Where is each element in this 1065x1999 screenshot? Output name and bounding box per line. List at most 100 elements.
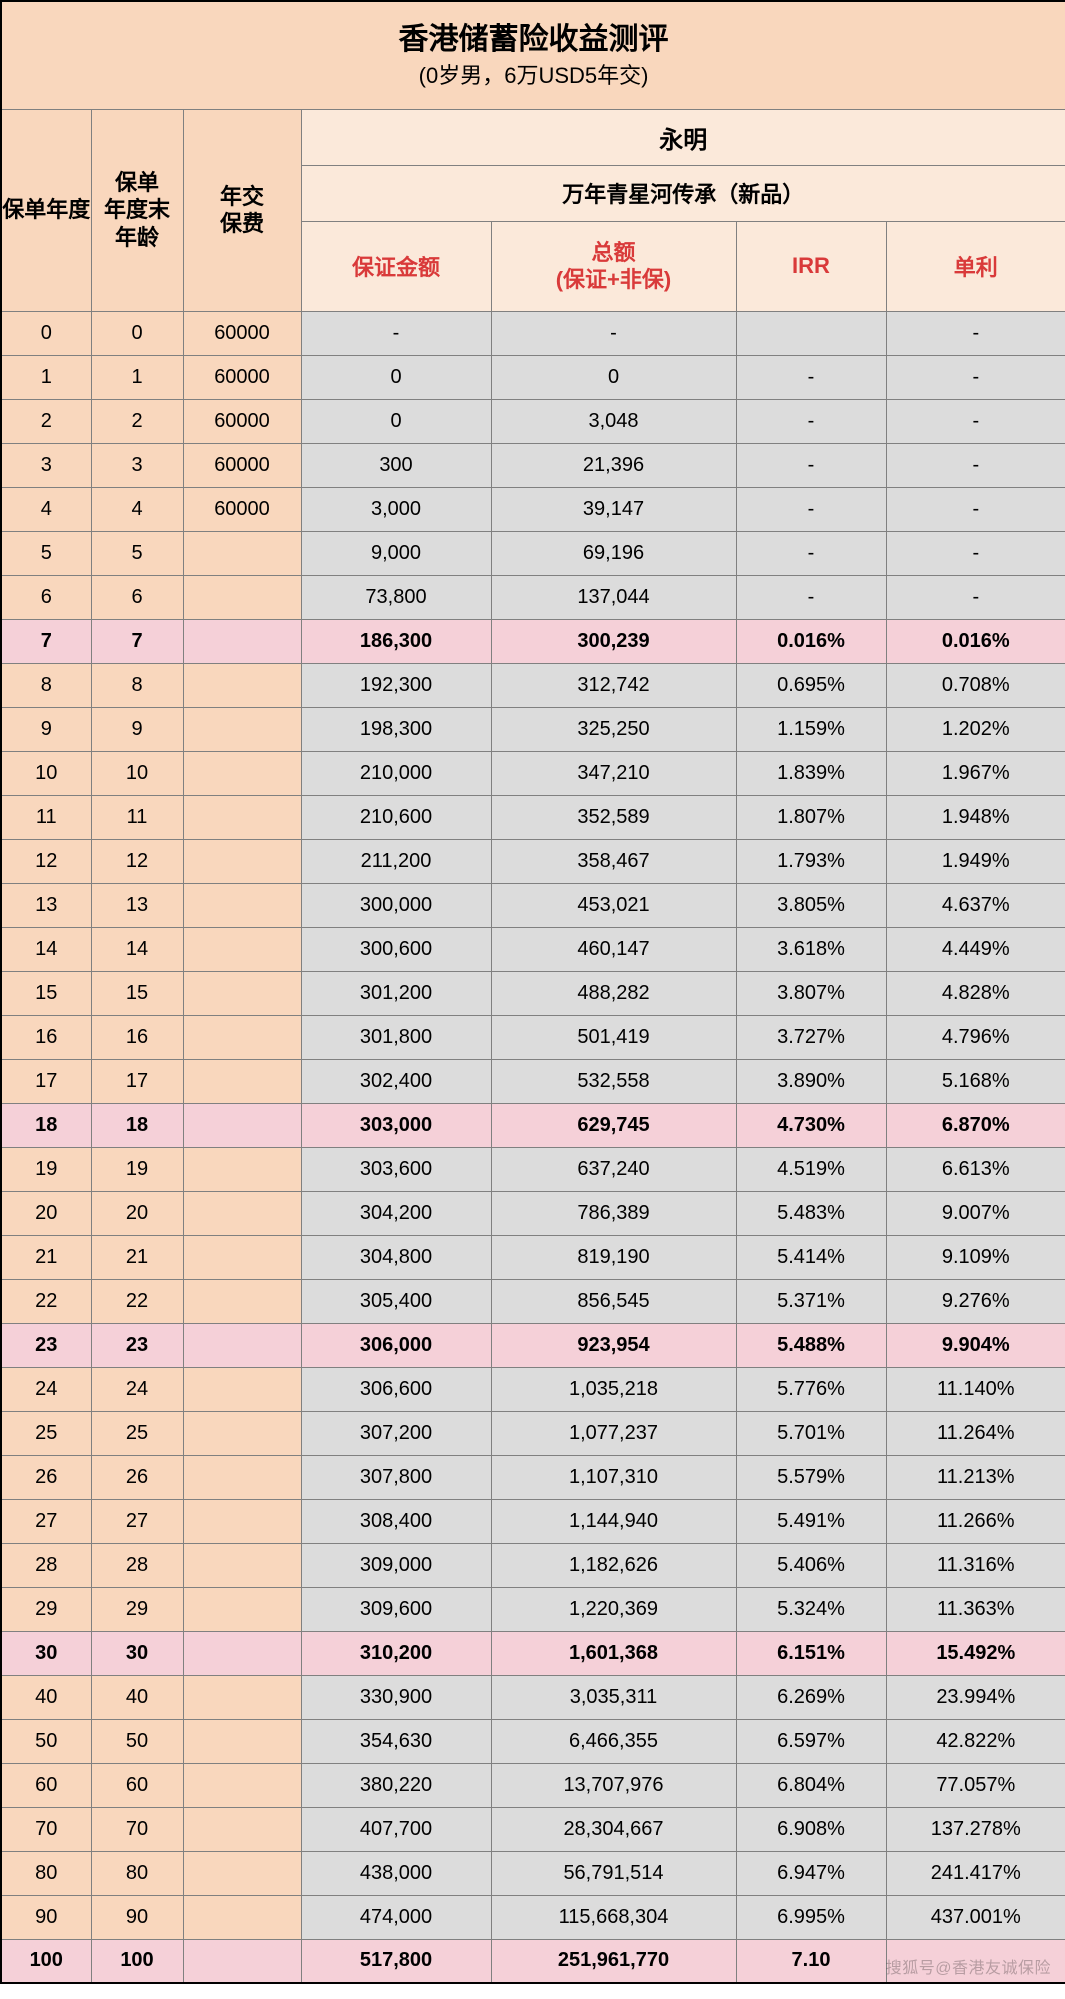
cell: 10 [1,751,91,795]
cell: - [736,487,886,531]
cell: 307,200 [301,1411,491,1455]
table-row: 1414300,600460,1473.618%4.449% [1,927,1065,971]
table-row: 2121304,800819,1905.414%9.109% [1,1235,1065,1279]
cell: 1,077,237 [491,1411,736,1455]
cell [183,1411,301,1455]
cell: 1.793% [736,839,886,883]
table-row: 226000003,048-- [1,399,1065,443]
cell: 28 [91,1543,183,1587]
cell: 42.822% [886,1719,1065,1763]
page-subtitle: (0岁男，6万USD5年交) [2,61,1065,92]
cell: 9.276% [886,1279,1065,1323]
cell: 24 [91,1367,183,1411]
cell: 5.324% [736,1587,886,1631]
cell: 1.967% [886,751,1065,795]
cell: 300 [301,443,491,487]
table-wrapper: 香港储蓄险收益测评 (0岁男，6万USD5年交) 保单年度 保单年度末年龄 年交… [0,0,1065,1984]
header-company: 永明 [301,109,1065,165]
cell: 304,800 [301,1235,491,1279]
cell: 302,400 [301,1059,491,1103]
cell: 407,700 [301,1807,491,1851]
cell: 5.701% [736,1411,886,1455]
cell: 306,000 [301,1323,491,1367]
cell: 1,144,940 [491,1499,736,1543]
cell: 50 [1,1719,91,1763]
savings-table: 香港储蓄险收益测评 (0岁男，6万USD5年交) 保单年度 保单年度末年龄 年交… [0,0,1065,1984]
header-age: 保单年度末年龄 [91,109,183,311]
cell: 0 [491,355,736,399]
cell: 303,000 [301,1103,491,1147]
table-row: 2626307,8001,107,3105.579%11.213% [1,1455,1065,1499]
table-row: 2828309,0001,182,6265.406%11.316% [1,1543,1065,1587]
cell: 4.449% [886,927,1065,971]
cell: 4.796% [886,1015,1065,1059]
cell: 9.109% [886,1235,1065,1279]
cell: 4.730% [736,1103,886,1147]
table-row: 1818303,000629,7454.730%6.870% [1,1103,1065,1147]
cell: 312,742 [491,663,736,707]
cell: 90 [91,1895,183,1939]
cell: 29 [1,1587,91,1631]
cell: 6.151% [736,1631,886,1675]
cell: - [736,399,886,443]
cell: 303,600 [301,1147,491,1191]
cell [183,1455,301,1499]
cell: 305,400 [301,1279,491,1323]
header-year: 保单年度 [1,109,91,311]
cell: 25 [1,1411,91,1455]
cell: 856,545 [491,1279,736,1323]
table-row: 2929309,6001,220,3695.324%11.363% [1,1587,1065,1631]
cell [183,1851,301,1895]
cell [183,663,301,707]
cell: 3.890% [736,1059,886,1103]
cell: 15 [1,971,91,1015]
cell: 3,035,311 [491,1675,736,1719]
cell: 5.168% [886,1059,1065,1103]
cell [736,311,886,355]
cell: 13 [91,883,183,927]
cell: 0.016% [886,619,1065,663]
cell: 330,900 [301,1675,491,1719]
table-row: 7070407,70028,304,6676.908%137.278% [1,1807,1065,1851]
cell: 14 [1,927,91,971]
cell: 60000 [183,399,301,443]
cell: 6.269% [736,1675,886,1719]
cell: 0 [91,311,183,355]
cell: 1,182,626 [491,1543,736,1587]
table-row: 336000030021,396-- [1,443,1065,487]
table-row: 0060000--- [1,311,1065,355]
cell: 6.995% [736,1895,886,1939]
table-row: 1212211,200358,4671.793%1.949% [1,839,1065,883]
cell: 5.371% [736,1279,886,1323]
cell: 5.579% [736,1455,886,1499]
cell [183,839,301,883]
cell: 17 [1,1059,91,1103]
table-row: 6673,800137,044-- [1,575,1065,619]
cell [183,1059,301,1103]
cell: - [301,311,491,355]
cell: 60 [1,1763,91,1807]
cell: 5.488% [736,1323,886,1367]
cell: 6 [91,575,183,619]
cell: - [886,355,1065,399]
cell [183,1367,301,1411]
cell: 629,745 [491,1103,736,1147]
cell: 11.140% [886,1367,1065,1411]
cell [183,751,301,795]
cell: 211,200 [301,839,491,883]
cell: 3.727% [736,1015,886,1059]
cell: 3.805% [736,883,886,927]
cell: 11 [91,795,183,839]
cell: 19 [1,1147,91,1191]
cell: 6.804% [736,1763,886,1807]
cell: 637,240 [491,1147,736,1191]
cell: 16 [91,1015,183,1059]
cell: - [736,575,886,619]
cell: 819,190 [491,1235,736,1279]
cell: 300,000 [301,883,491,927]
cell: 60000 [183,443,301,487]
cell: 23 [91,1323,183,1367]
table-row: 99198,300325,2501.159%1.202% [1,707,1065,751]
cell: 310,200 [301,1631,491,1675]
cell: 60000 [183,311,301,355]
